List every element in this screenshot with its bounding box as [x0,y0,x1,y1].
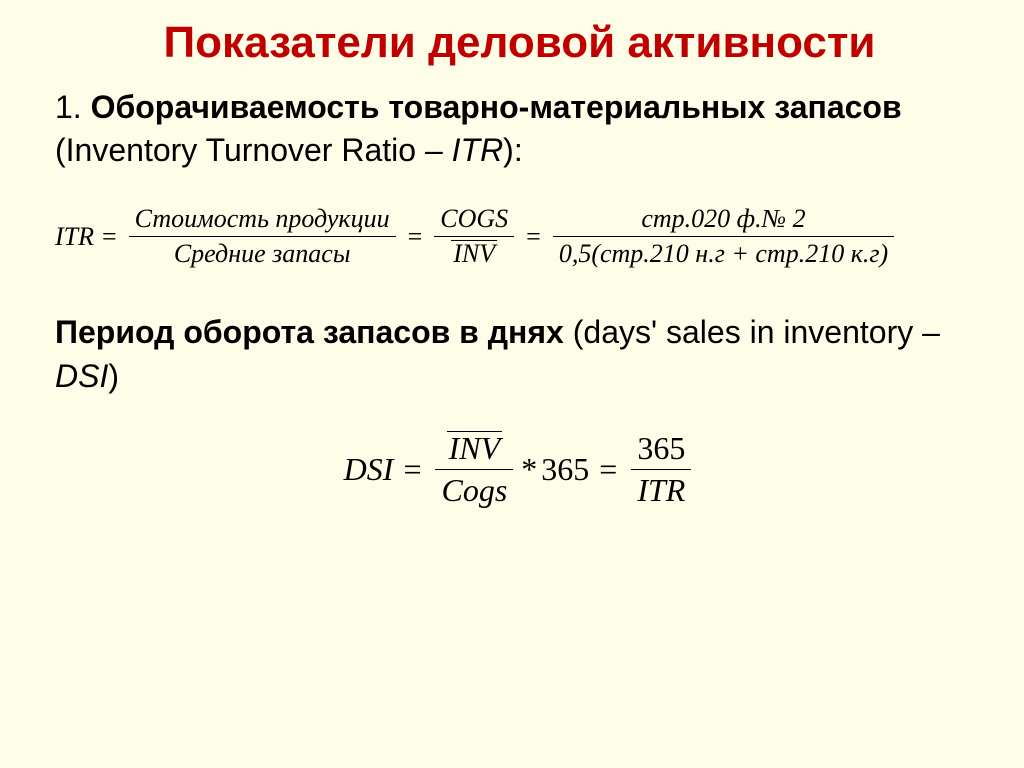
equals-4: = [403,451,421,488]
paragraph-itr: 1. Оборачиваемость товарно-материальных … [55,86,984,172]
frac-365-over-itr: 365 ITR [631,428,691,511]
abbr-itr: ITR [452,132,504,168]
frac2-num: COGS [434,202,514,236]
list-number: 1. [55,89,91,125]
fracB-num: 365 [631,428,691,469]
frac1-num: Стоимость продукции [129,202,396,236]
slide-title: Показатели деловой активности [55,18,984,68]
formula-dsi: DSI = INV Cogs * 365 = 365 ITR [55,428,984,511]
lhs-dsi: DSI [344,451,394,488]
fracA-den: Cogs [435,470,513,511]
paren-text-dsi: (days' sales in inventory – [564,314,940,350]
fracB-den: ITR [631,470,691,511]
equals-2: = [408,222,423,252]
frac3-den: 0,5(стр.210 н.г + стр.210 к.г) [553,237,894,271]
abbr-dsi: DSI [55,358,108,394]
slide: Показатели деловой активности 1. Оборачи… [0,0,1024,768]
equals-3: = [526,222,541,252]
frac-inv-over-cogs: INV Cogs [435,428,513,511]
lhs-itr: ITR [55,222,94,252]
term-bold: Оборачиваемость товарно-материальных зап… [91,89,902,125]
inv-overbar-2: INV [447,431,503,464]
multiply-sign: * [521,451,537,488]
fracA-num: INV [441,428,509,469]
term-bold-dsi: Период оборота запасов в днях [55,314,564,350]
frac-cost-over-avg: Стоимость продукции Средние запасы [129,202,396,271]
frac1-den: Средние запасы [168,237,357,271]
paragraph-dsi: Период оборота запасов в днях (days' sal… [55,311,984,397]
equals-1: = [102,222,117,252]
paren-close: ): [503,132,523,168]
formula-itr: ITR = Стоимость продукции Средние запасы… [55,202,984,271]
frac-cogs-over-inv: COGS INV [434,202,514,271]
frac3-num: стр.020 ф.№ 2 [635,202,811,236]
equals-5: = [599,451,617,488]
frac2-den: INV [445,237,503,271]
inv-overbar: INV [451,240,497,267]
frac-lines: стр.020 ф.№ 2 0,5(стр.210 н.г + стр.210 … [553,202,894,271]
paren-text: (Inventory Turnover Ratio – [55,132,452,168]
paren-close-dsi: ) [108,358,119,394]
const-365: 365 [541,451,589,488]
